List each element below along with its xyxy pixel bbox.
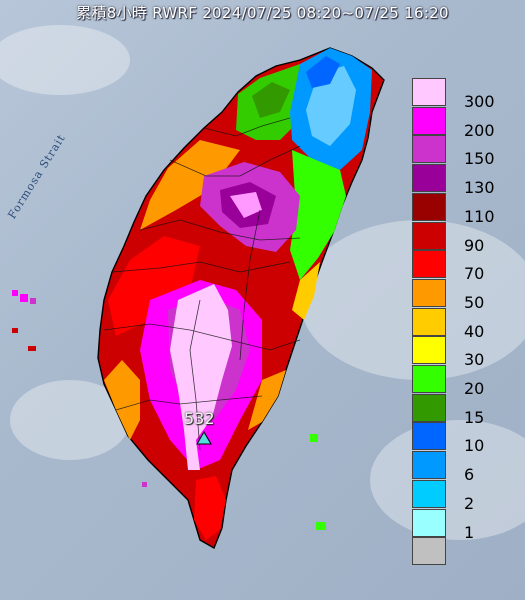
triangle-marker-icon [196,431,212,445]
rainfall-regions [104,48,372,540]
pink-south [170,284,232,470]
green-east [290,150,346,280]
legend-label: 300 [464,92,495,111]
darkgreen-north [252,82,290,118]
legend-label: 110 [464,206,495,226]
legend-label: 20 [464,379,485,398]
legend-label: 15 [464,407,485,427]
legend-swatch [412,422,446,451]
legend-label: 40 [464,321,485,341]
max-rainfall-label: 532 [184,409,215,428]
island-green-isle [310,434,318,442]
darkblue-patch [306,56,340,88]
legend-swatch [412,365,446,393]
legend-swatch [412,537,446,566]
island-penghu-2 [20,294,28,302]
legend-label: 150 [464,149,495,169]
legend-label: 50 [464,292,485,312]
legend-swatch [412,135,446,164]
legend-swatch [412,221,446,250]
red-west [108,236,200,336]
legend-swatch [412,336,446,365]
pink-central [230,192,262,218]
legend-swatch [412,479,446,508]
legend-label: 90 [464,235,485,255]
legend-label: 70 [464,264,485,284]
island-penghu-4 [12,328,18,333]
island-small-liuqiu [142,482,147,487]
legend-swatch [412,78,446,106]
legend-swatch [412,307,446,336]
map-title: 累積8小時 RWRF 2024/07/25 08:20~07/25 16:20 [76,4,449,22]
legend-swatch [412,451,446,480]
orange-zone [140,140,240,230]
legend-label: 200 [464,120,495,140]
county-boundaries [103,117,301,451]
island-penghu-3 [30,298,36,304]
red-south-tip [194,476,226,540]
legend-swatch [412,106,446,135]
legend-label: 130 [464,178,495,198]
legend-swatch [412,250,446,279]
orange-southeast [248,370,286,430]
legend-swatch [412,164,446,193]
island-orchid [316,522,326,530]
island-penghu-1 [12,290,18,296]
legend-label: 2 [464,493,475,513]
orange-east [292,262,320,320]
legend-swatch [412,393,446,422]
legend-label: 6 [464,465,475,485]
island-penghu-5 [28,346,36,351]
legend-label: 10 [464,436,485,456]
offshore-islands [12,290,326,530]
legend-swatch [412,508,446,537]
legend-label: 30 [464,350,485,370]
legend-swatch [412,192,446,221]
legend-label: 1 [464,522,475,542]
legend-swatch [412,278,446,307]
orange-southwest [104,360,140,440]
